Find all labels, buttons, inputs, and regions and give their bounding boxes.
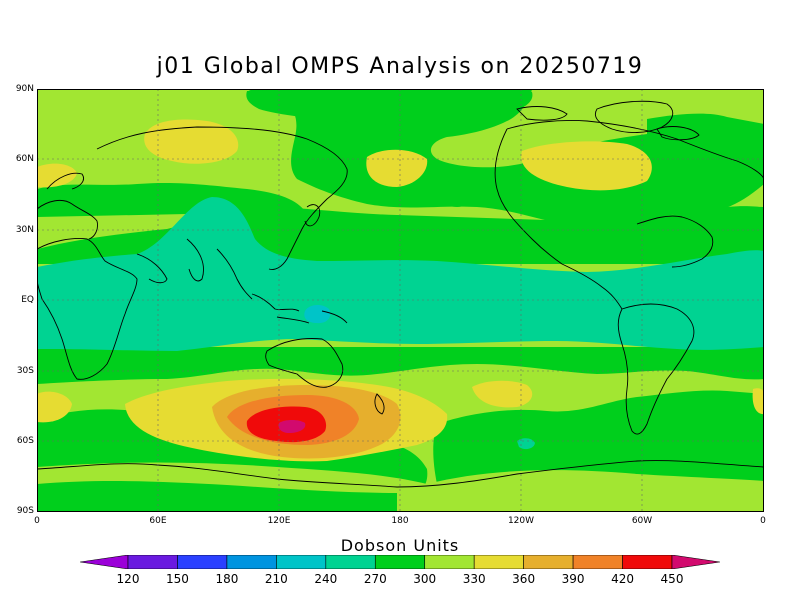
lat-label-90s: 90S [16, 506, 34, 516]
field-360-canada [521, 141, 652, 191]
lat-label-90n: 90N [15, 84, 34, 94]
colorbar-title: Dobson Units [340, 536, 460, 555]
colorbar-swatch [622, 555, 673, 569]
colorbar-tick-label: 420 [611, 572, 634, 586]
colorbar-swatch [572, 555, 623, 569]
colorbar-swatch [424, 555, 475, 569]
colorbar-tick-label: 360 [512, 572, 536, 586]
colorbar-tick-label: 210 [264, 572, 288, 586]
field-270-spot-s [517, 438, 535, 450]
field-270-tropics [37, 197, 764, 351]
lon-label-120w: 120W [507, 516, 535, 526]
field-300-south-east [433, 390, 764, 484]
ozone-map [37, 89, 764, 512]
colorbar-tick-label: 120 [116, 572, 140, 586]
colorbar [80, 555, 720, 569]
lon-label-0: 0 [34, 516, 40, 526]
field-360-siberia [144, 119, 239, 164]
colorbar-tick-label: 300 [413, 572, 437, 586]
colorbar-swatch [276, 555, 327, 569]
lat-label-60s: 60S [16, 436, 34, 446]
lat-label-60n: 60N [15, 154, 34, 164]
field-300-nh-west [37, 182, 307, 217]
colorbar-tick-label: 270 [363, 572, 387, 586]
field-480-australia [278, 420, 306, 433]
lat-label-30s: 30S [16, 366, 34, 376]
colorbar-tick-label: 450 [660, 572, 684, 586]
field-300-antarctic-edge [37, 481, 397, 512]
lon-label-60e: 60E [149, 516, 167, 526]
lon-label-0-east: 0 [760, 516, 766, 526]
colorbar-swatch [523, 555, 574, 569]
field-300-arctic-cap [246, 89, 533, 125]
field-360-sh-atlantic [752, 388, 764, 415]
field-330-antarctic-east [427, 470, 764, 512]
gridlines [37, 89, 764, 512]
field-300-nh-pacific-spot [441, 177, 475, 207]
lat-label-30n: 30N [15, 225, 34, 235]
field-360-atlantic-n [37, 163, 77, 188]
colorbar-swatch [127, 555, 178, 569]
coastlines [37, 100, 764, 488]
colorbar-low-arrow [80, 555, 129, 569]
colorbar-tick-label: 150 [166, 572, 189, 586]
field-240-spot [304, 305, 331, 324]
field-360-sh-pacific [472, 380, 533, 408]
lat-label-eq: EQ [21, 295, 34, 305]
colorbar-tick-label: 330 [462, 572, 486, 586]
colorbar-swatch [374, 555, 426, 569]
lon-label-180: 180 [391, 516, 409, 526]
field-360-sh-indian [37, 391, 72, 423]
colorbar-tick-label: 390 [561, 572, 585, 586]
field-300-tropical-south [37, 347, 764, 384]
colorbar-swatch [177, 555, 228, 569]
colorbar-tick-label: 180 [215, 572, 239, 586]
lon-label-60w: 60W [631, 516, 653, 526]
map-frame [37, 89, 764, 512]
colorbar-swatch [325, 555, 376, 569]
field-360-nh-alaska [366, 149, 428, 187]
colorbar-high-arrow [671, 555, 720, 569]
lon-label-120e: 120E [267, 516, 291, 526]
colorbar-swatch [226, 555, 277, 569]
chart-title: j01 Global OMPS Analysis on 20250719 [156, 54, 644, 79]
colorbar-tick-label: 240 [314, 572, 338, 586]
colorbar-swatch [473, 555, 524, 569]
